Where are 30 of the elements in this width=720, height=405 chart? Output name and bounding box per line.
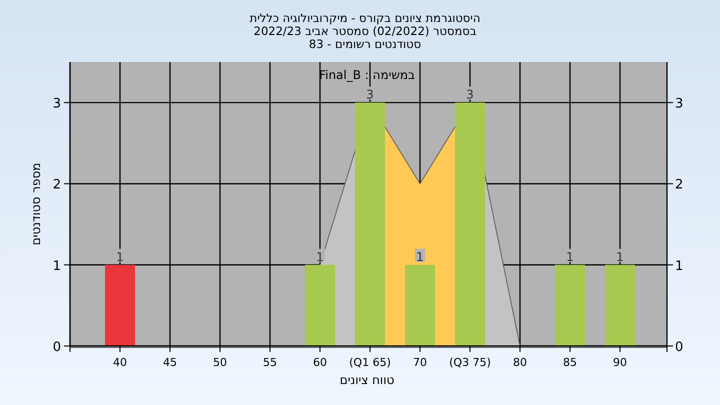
y2-tick-label: 2 (675, 178, 684, 193)
y2-tick-label: 3 (675, 96, 684, 112)
annotation: במשימה : Final_B (319, 68, 415, 82)
x-axis-title: טווח ציונים (340, 373, 394, 387)
data-label: 3 (466, 88, 474, 102)
y2-tick-label: 1 (675, 258, 684, 274)
y2-tick-label: 0 (675, 340, 684, 355)
data-label: 1 (616, 250, 624, 264)
x-tick-label: 60 (313, 356, 327, 369)
y-tick-label: 3 (52, 96, 61, 112)
y-tick-label: 2 (52, 178, 61, 193)
data-label: 1 (316, 250, 324, 264)
y-axis-title: מספר סטודנטים (29, 162, 43, 246)
x-tick-label: (Q1 65) (349, 356, 391, 369)
x-tick-label: 55 (263, 356, 277, 369)
x-tick-label: 90 (613, 356, 627, 369)
y-tick-label: 1 (52, 258, 61, 274)
x-tick-label: 45 (163, 356, 177, 369)
y-tick-label: 0 (52, 340, 61, 355)
data-label: 1 (116, 250, 124, 264)
x-tick-label: 80 (513, 356, 527, 369)
data-label: 1 (566, 250, 574, 264)
x-tick-label: 85 (563, 356, 577, 369)
data-label: 1 (416, 250, 424, 264)
x-tick-label: 70 (413, 356, 427, 369)
x-tick-label: (Q3 75) (449, 356, 491, 369)
x-tick-label: 50 (213, 356, 227, 369)
x-tick-label: 40 (113, 356, 127, 369)
chart-title: היסטוגרמת ציונים בקורס - מיקרוביולוגיה כללית בסמסטר (02/2022) סמסטר אביב 2022/23 סטודנטים רשומים - 83 (250, 11, 480, 51)
data-label: 3 (366, 88, 374, 102)
